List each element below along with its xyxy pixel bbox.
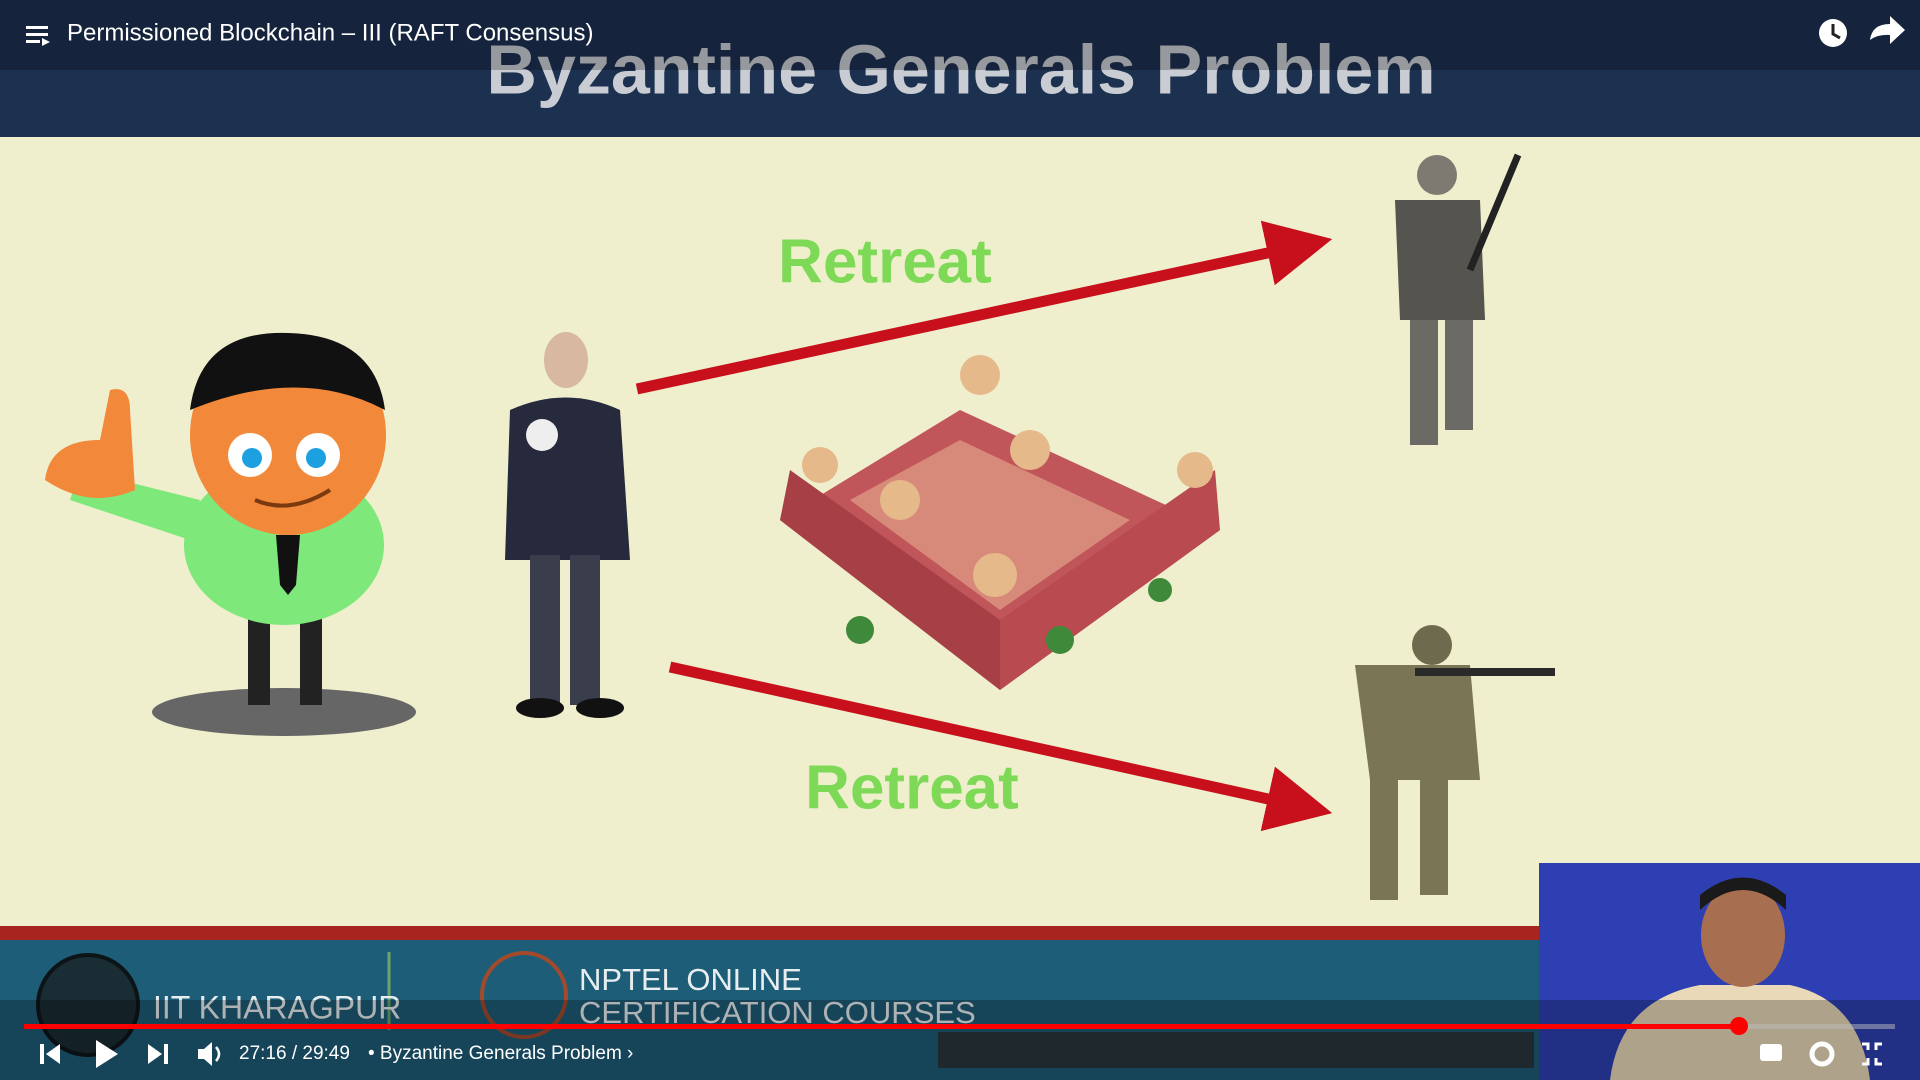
- settings-button[interactable]: [1809, 1041, 1835, 1067]
- volume-button[interactable]: [198, 1042, 221, 1066]
- cartoon-man: [45, 332, 416, 736]
- presenter-toolbar: [938, 1032, 1534, 1068]
- progress-scrubber[interactable]: [1730, 1017, 1748, 1035]
- slide-strip: [0, 926, 1920, 940]
- top-gradient: [0, 0, 1920, 70]
- previous-button[interactable]: [40, 1044, 60, 1064]
- playlist-button[interactable]: [26, 26, 50, 46]
- next-button[interactable]: [148, 1044, 168, 1064]
- progress-played: [24, 1024, 1739, 1029]
- watch-later-button[interactable]: [1819, 19, 1847, 47]
- share-button[interactable]: [1870, 16, 1905, 44]
- soldier-figure: [1355, 625, 1555, 900]
- arrow: [668, 661, 1333, 832]
- captions-button[interactable]: [1760, 1044, 1782, 1061]
- slide-title: Byzantine Generals Problem: [486, 30, 1435, 108]
- message-label: Retreat: [778, 227, 992, 296]
- chapter-title[interactable]: • Byzantine Generals Problem ›: [368, 1043, 633, 1064]
- fort-image: [780, 355, 1220, 690]
- general-figure: [505, 332, 630, 718]
- video-title[interactable]: Permissioned Blockchain – III (RAFT Cons…: [67, 19, 593, 46]
- exit-fullscreen-button[interactable]: [1862, 1042, 1882, 1066]
- slide-header: [0, 0, 1920, 137]
- arrow: [635, 220, 1333, 395]
- time-display: 27:16 / 29:49: [239, 1043, 350, 1064]
- nptel-logo: [480, 951, 568, 1039]
- nptel-text: NPTEL ONLINE: [579, 962, 802, 997]
- iit-logo: [36, 953, 140, 1057]
- soldier-figure: [1395, 153, 1522, 445]
- play-button[interactable]: [96, 1040, 118, 1068]
- message-label: Retreat: [805, 753, 1019, 822]
- webcam-inset: [1539, 863, 1920, 1080]
- institute-name: IIT KHARAGPUR: [153, 989, 401, 1025]
